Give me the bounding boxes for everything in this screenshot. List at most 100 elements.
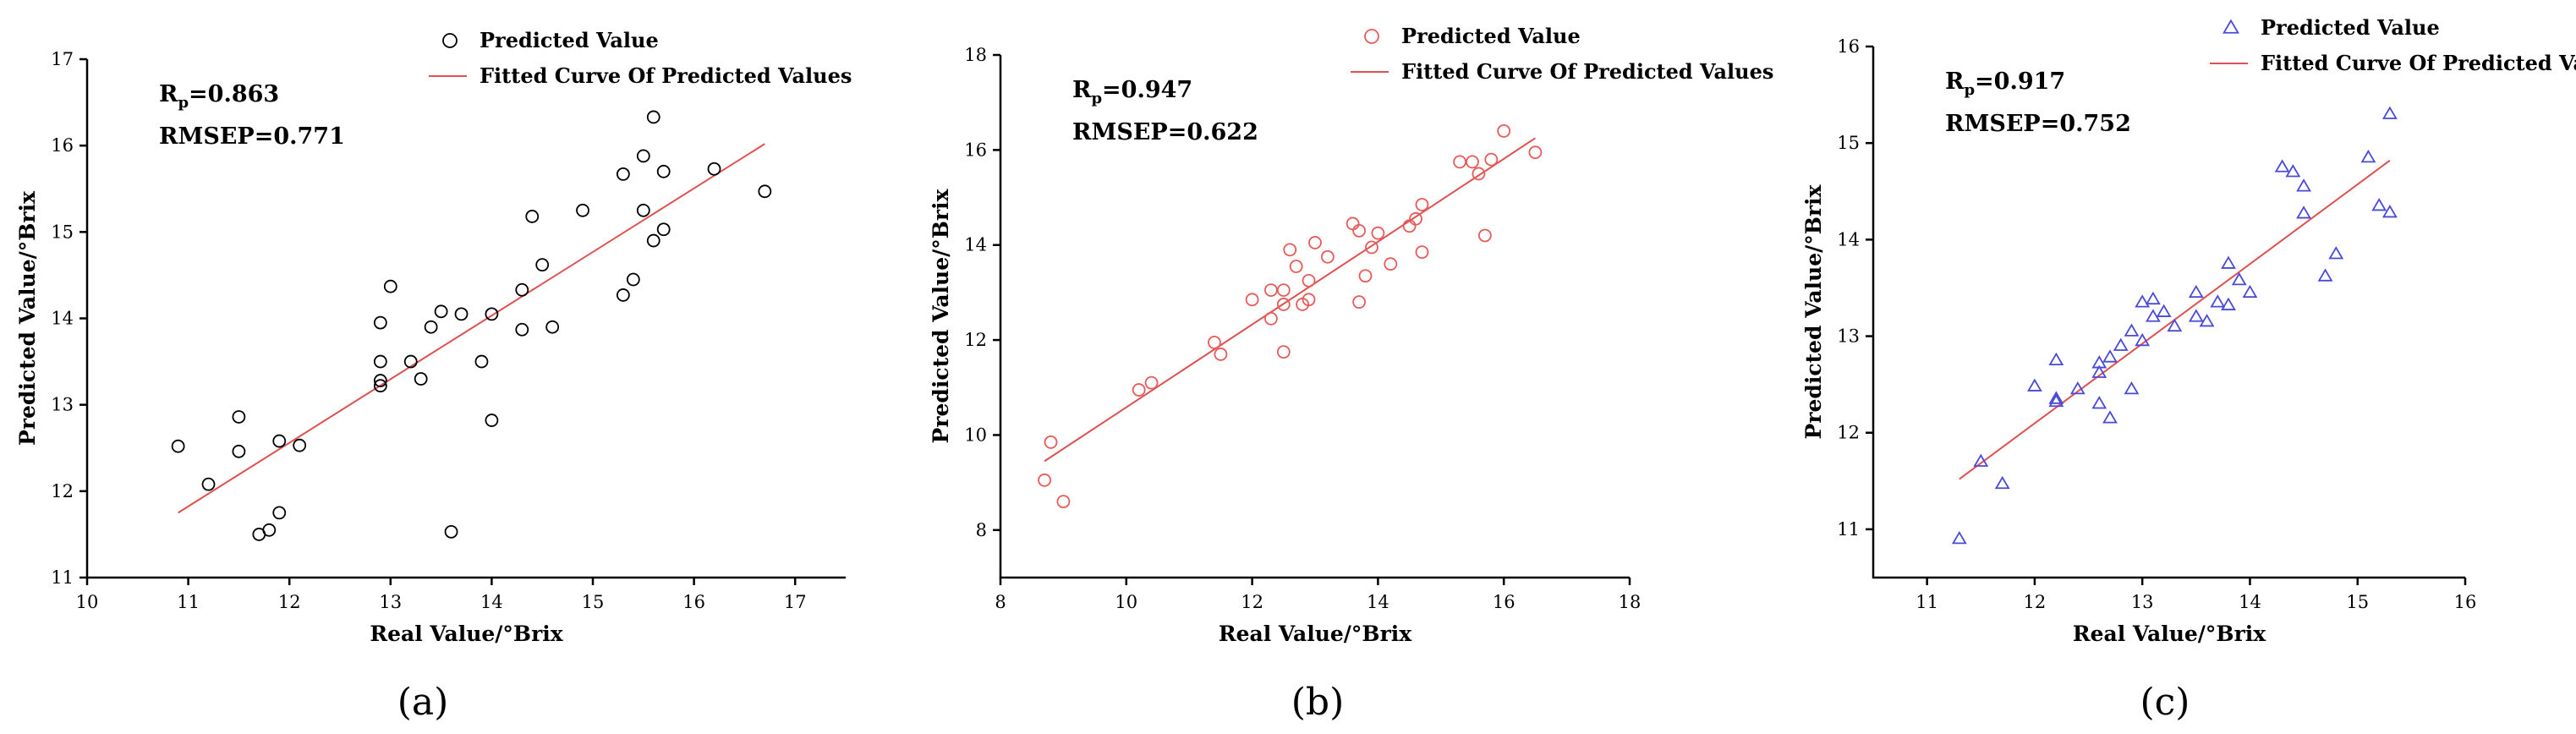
x-tick-label: 17 [784, 592, 807, 612]
y-tick-label: 15 [51, 222, 74, 242]
data-point [1477, 228, 1492, 243]
data-point [1208, 335, 1221, 349]
x-tick-label: 15 [2346, 592, 2369, 612]
x-tick-label: 11 [177, 592, 200, 612]
legend-marker [1364, 29, 1379, 44]
data-point [373, 315, 387, 330]
data-point [485, 414, 499, 427]
data-point [2135, 294, 2151, 308]
data-point [1283, 243, 1297, 257]
data-point [1044, 435, 1058, 449]
data-point [646, 233, 660, 248]
data-point [2113, 337, 2129, 351]
data-point [1308, 236, 1322, 249]
y-tick-label: 14 [1837, 229, 1860, 249]
data-point [2048, 352, 2064, 366]
data-point [2026, 378, 2042, 392]
data-point [403, 354, 418, 369]
data-point [2145, 309, 2161, 322]
legend-marker [2222, 19, 2239, 34]
x-tick-label: 16 [682, 592, 705, 612]
rmsep-stat: RMSEP=0.752 [1945, 111, 2131, 137]
data-point [2167, 318, 2183, 332]
data-point [373, 379, 387, 393]
x-tick-label: 10 [76, 592, 99, 612]
x-tick-label: 12 [278, 592, 301, 612]
data-point [1038, 473, 1051, 487]
y-tick-label: 13 [1837, 326, 1860, 347]
y-axis-label: Predicted Value/°Brix [1801, 184, 1826, 439]
data-point [2091, 396, 2107, 409]
data-point [1365, 240, 1378, 255]
data-point [2296, 178, 2312, 192]
fit-line [1044, 137, 1536, 463]
legend: Predicted Value Fitted Curve Of Predicted… [429, 28, 852, 88]
data-points [1038, 123, 1543, 509]
data-point [1472, 167, 1486, 181]
data-point [2328, 246, 2344, 260]
data-point [1320, 249, 1335, 264]
fit-line [178, 143, 765, 514]
legend-points-label: Predicted Value [480, 28, 659, 52]
legend-line-label: Fitted Curve Of Predicted Values [2261, 51, 2576, 75]
data-point [1497, 123, 1511, 138]
x-tick-label: 12 [2024, 592, 2047, 612]
y-tick-label: 14 [51, 309, 74, 329]
data-point [2371, 198, 2387, 211]
data-point [1346, 216, 1360, 231]
data-point [2102, 410, 2118, 424]
legend-points-label: Predicted Value [1401, 24, 1581, 48]
data-point [1276, 283, 1291, 298]
x-tick-label: 13 [2131, 592, 2154, 612]
data-point [1453, 155, 1467, 169]
y-tick-label: 18 [964, 45, 987, 65]
rp-value: =0.917 [1975, 68, 2065, 95]
data-point [2069, 381, 2085, 395]
data-point [1289, 260, 1303, 273]
y-tick-label: 16 [1837, 36, 1860, 57]
data-point [232, 444, 246, 458]
x-tick-label: 16 [1493, 592, 1515, 612]
y-tick-label: 11 [51, 567, 74, 588]
data-point [424, 320, 438, 334]
data-point [1415, 198, 1429, 211]
rmsep-stat: RMSEP=0.622 [1072, 119, 1258, 145]
data-point [1951, 530, 1967, 545]
data-point [626, 272, 640, 287]
data-point [1132, 383, 1146, 397]
data-point [1973, 453, 1989, 467]
x-axis-label: Real Value/°Brix [1219, 622, 1412, 646]
data-point [1484, 152, 1499, 167]
data-point [1302, 293, 1316, 307]
panel-caption: (a) [397, 681, 449, 724]
legend-marker [442, 33, 458, 48]
x-tick-label: 16 [2454, 592, 2477, 612]
data-point [1276, 345, 1291, 359]
data-point [2210, 294, 2226, 308]
rp-value: =0.947 [1102, 77, 1192, 103]
rp-value: =0.863 [189, 81, 279, 107]
data-point [1371, 226, 1385, 240]
x-tick-label: 18 [1619, 592, 1642, 612]
data-point [525, 210, 540, 223]
data-point [646, 110, 660, 124]
data-point [414, 372, 428, 386]
rp-subscript: p [1964, 81, 1975, 99]
data-point [232, 410, 246, 424]
x-axis-label: Real Value/°Brix [2073, 622, 2266, 646]
y-tick-label: 11 [1837, 519, 1860, 540]
data-point [485, 307, 499, 321]
data-point [2317, 268, 2333, 282]
data-point [373, 354, 387, 369]
legend: Predicted Value Fitted Curve Of Predicted… [1351, 24, 1773, 84]
data-point [2242, 284, 2258, 299]
data-point [1264, 283, 1278, 298]
rp-label: R [1072, 77, 1092, 103]
x-tick-label: 14 [2239, 592, 2261, 612]
data-point [2048, 391, 2064, 404]
data-point [454, 307, 469, 321]
data-point [576, 203, 589, 217]
data-point [1144, 375, 1159, 390]
